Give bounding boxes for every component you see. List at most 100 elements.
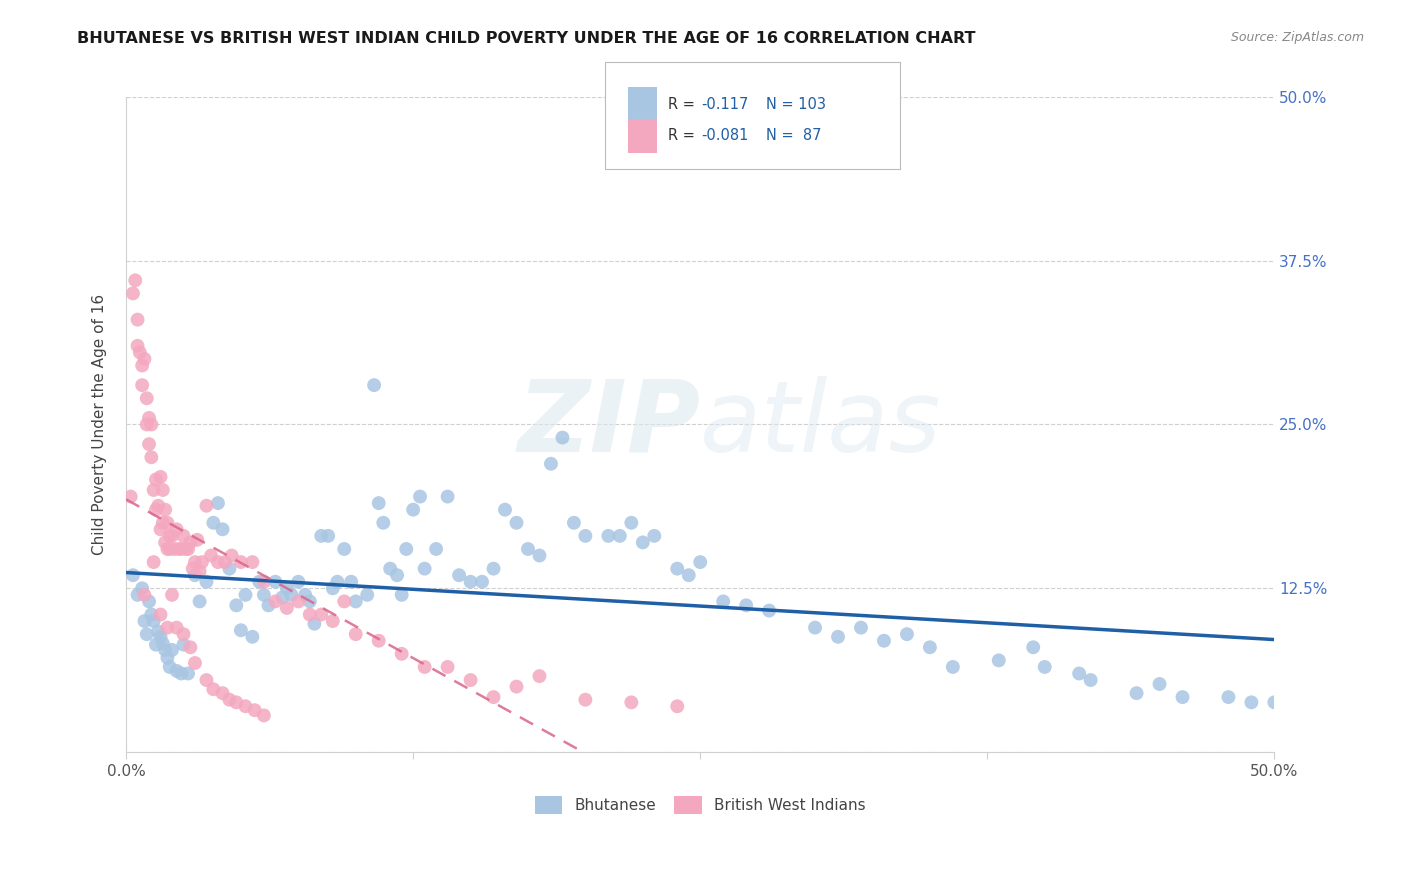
Point	[373, 516, 395, 530]
Text: N = 103: N = 103	[766, 96, 827, 112]
Point	[402, 502, 425, 516]
Point	[145, 502, 167, 516]
Point	[149, 630, 172, 644]
Point	[166, 522, 188, 536]
Point	[609, 529, 631, 543]
Point	[391, 588, 413, 602]
Text: R =: R =	[668, 128, 699, 143]
Point	[311, 607, 333, 622]
Point	[449, 568, 471, 582]
Point	[195, 574, 218, 589]
Point	[344, 627, 367, 641]
Point	[1218, 690, 1240, 704]
Point	[849, 621, 872, 635]
Point	[482, 690, 505, 704]
Point	[356, 588, 378, 602]
Point	[218, 561, 240, 575]
Point	[276, 601, 298, 615]
Point	[134, 588, 156, 602]
Point	[1171, 690, 1194, 704]
Point	[264, 594, 287, 608]
Y-axis label: Child Poverty Under the Age of 16: Child Poverty Under the Age of 16	[93, 293, 107, 555]
Point	[271, 591, 294, 605]
Point	[135, 391, 157, 405]
Point	[156, 621, 179, 635]
Point	[135, 417, 157, 432]
Point	[551, 431, 574, 445]
Point	[142, 555, 165, 569]
Point	[156, 516, 179, 530]
Text: BHUTANESE VS BRITISH WEST INDIAN CHILD POVERTY UNDER THE AGE OF 16 CORRELATION C: BHUTANESE VS BRITISH WEST INDIAN CHILD P…	[77, 31, 976, 46]
Point	[243, 703, 266, 717]
Point	[153, 643, 176, 657]
Point	[173, 529, 195, 543]
Point	[160, 588, 183, 602]
Text: ZIP: ZIP	[517, 376, 700, 473]
Point	[620, 516, 643, 530]
Point	[141, 450, 163, 465]
Point	[294, 588, 316, 602]
Point	[195, 499, 218, 513]
Point	[247, 574, 270, 589]
Point	[207, 496, 229, 510]
Point	[395, 541, 418, 556]
Point	[1033, 660, 1056, 674]
Point	[184, 656, 207, 670]
Point	[505, 516, 527, 530]
Point	[156, 541, 179, 556]
Point	[574, 529, 596, 543]
Point	[1022, 640, 1045, 655]
Text: atlas: atlas	[700, 376, 942, 473]
Point	[138, 437, 160, 451]
Point	[620, 695, 643, 709]
Point	[436, 660, 458, 674]
Point	[643, 529, 665, 543]
Point	[529, 669, 551, 683]
Point	[253, 588, 276, 602]
Point	[711, 594, 734, 608]
Point	[304, 616, 326, 631]
Point	[598, 529, 620, 543]
Point	[131, 359, 153, 373]
Point	[225, 695, 247, 709]
Point	[134, 351, 156, 366]
Point	[287, 594, 309, 608]
Point	[122, 286, 145, 301]
Point	[159, 529, 181, 543]
Point	[276, 582, 298, 596]
Point	[134, 614, 156, 628]
Point	[666, 699, 689, 714]
Point	[159, 541, 181, 556]
Point	[128, 345, 150, 359]
Point	[391, 647, 413, 661]
Point	[385, 568, 408, 582]
Point	[460, 574, 482, 589]
Point	[517, 541, 540, 556]
Point	[631, 535, 654, 549]
Point	[363, 378, 385, 392]
Text: R =: R =	[668, 96, 699, 112]
Point	[202, 516, 225, 530]
Point	[188, 594, 211, 608]
Point	[380, 561, 402, 575]
Point	[326, 574, 349, 589]
Point	[333, 541, 356, 556]
Point	[156, 650, 179, 665]
Point	[896, 627, 918, 641]
Point	[218, 692, 240, 706]
Point	[316, 529, 339, 543]
Point	[229, 624, 252, 638]
Point	[124, 273, 146, 287]
Point	[173, 627, 195, 641]
Point	[148, 624, 170, 639]
Legend: Bhutanese, British West Indians: Bhutanese, British West Indians	[529, 790, 872, 820]
Point	[152, 636, 174, 650]
Point	[174, 541, 197, 556]
Point	[159, 660, 181, 674]
Point	[264, 574, 287, 589]
Point	[163, 541, 186, 556]
Point	[425, 541, 447, 556]
Point	[1125, 686, 1147, 700]
Point	[153, 535, 176, 549]
Point	[340, 574, 363, 589]
